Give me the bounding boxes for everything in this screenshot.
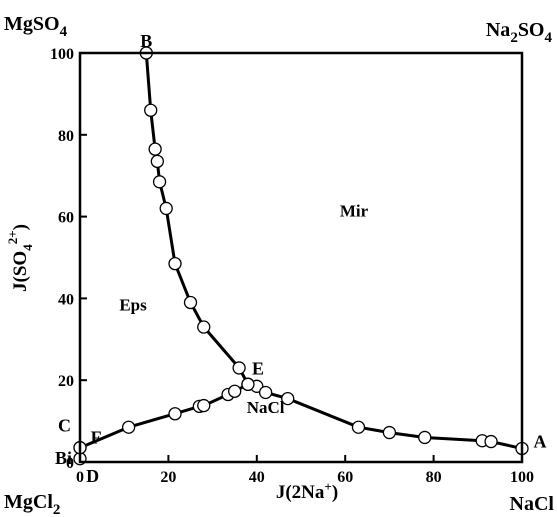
data-point (144, 103, 158, 117)
data-point (281, 391, 295, 406)
x-tick-label: 20 (160, 469, 176, 486)
data-point (150, 154, 165, 169)
data-point (121, 420, 136, 434)
y-tick-label: 40 (58, 291, 74, 308)
data-point (258, 385, 273, 400)
corner-label-bottom-right: NaCl (510, 493, 555, 515)
x-tick-label: 60 (337, 469, 353, 486)
data-point (241, 377, 255, 391)
corner-label-top-left: MgSO4 (4, 13, 68, 40)
point-label-b: B (140, 31, 152, 51)
region-label-eps: Eps (119, 296, 147, 315)
data-point (351, 420, 366, 434)
data-point (148, 142, 162, 156)
point-label-c: C (58, 415, 71, 435)
x-tick-label: 80 (426, 469, 442, 486)
data-point (418, 430, 432, 445)
corner-label-top-right: Na2SO4 (486, 19, 553, 46)
data-point (197, 398, 211, 413)
data-point (152, 175, 167, 189)
y-axis-label: J(SO42+) (5, 224, 35, 292)
point-label-d: D (86, 466, 99, 486)
y-tick-label: 20 (58, 373, 74, 390)
corner-label-bottom-left: MgCl2 (4, 491, 60, 517)
point-label-e: E (252, 358, 264, 378)
data-point (168, 407, 182, 421)
data-point (197, 320, 211, 334)
data-point (159, 201, 173, 216)
data-point (168, 256, 182, 271)
y-tick-label: 100 (50, 46, 74, 63)
x-tick-label: 100 (510, 469, 534, 486)
y-tick-label: 0 (66, 455, 74, 472)
x-tick-label: 0 (76, 469, 84, 486)
x-axis-label: J(2Na+) (276, 479, 338, 503)
data-point (232, 361, 246, 375)
point-label-a: A (534, 432, 547, 452)
data-point (484, 434, 498, 449)
data-point (382, 425, 397, 440)
data-point (183, 295, 198, 310)
x-tick-label: 40 (249, 469, 265, 486)
point-label-bi: Bi (55, 448, 72, 468)
y-tick-label: 80 (58, 128, 74, 145)
series-line-1 (144, 52, 250, 386)
y-tick-label: 60 (58, 210, 74, 227)
plot-frame (78, 51, 524, 464)
point-label-f: F (91, 428, 102, 448)
region-label-mir: Mir (340, 202, 369, 221)
region-label-nacl: NaCl (247, 398, 285, 417)
data-point (228, 384, 242, 398)
